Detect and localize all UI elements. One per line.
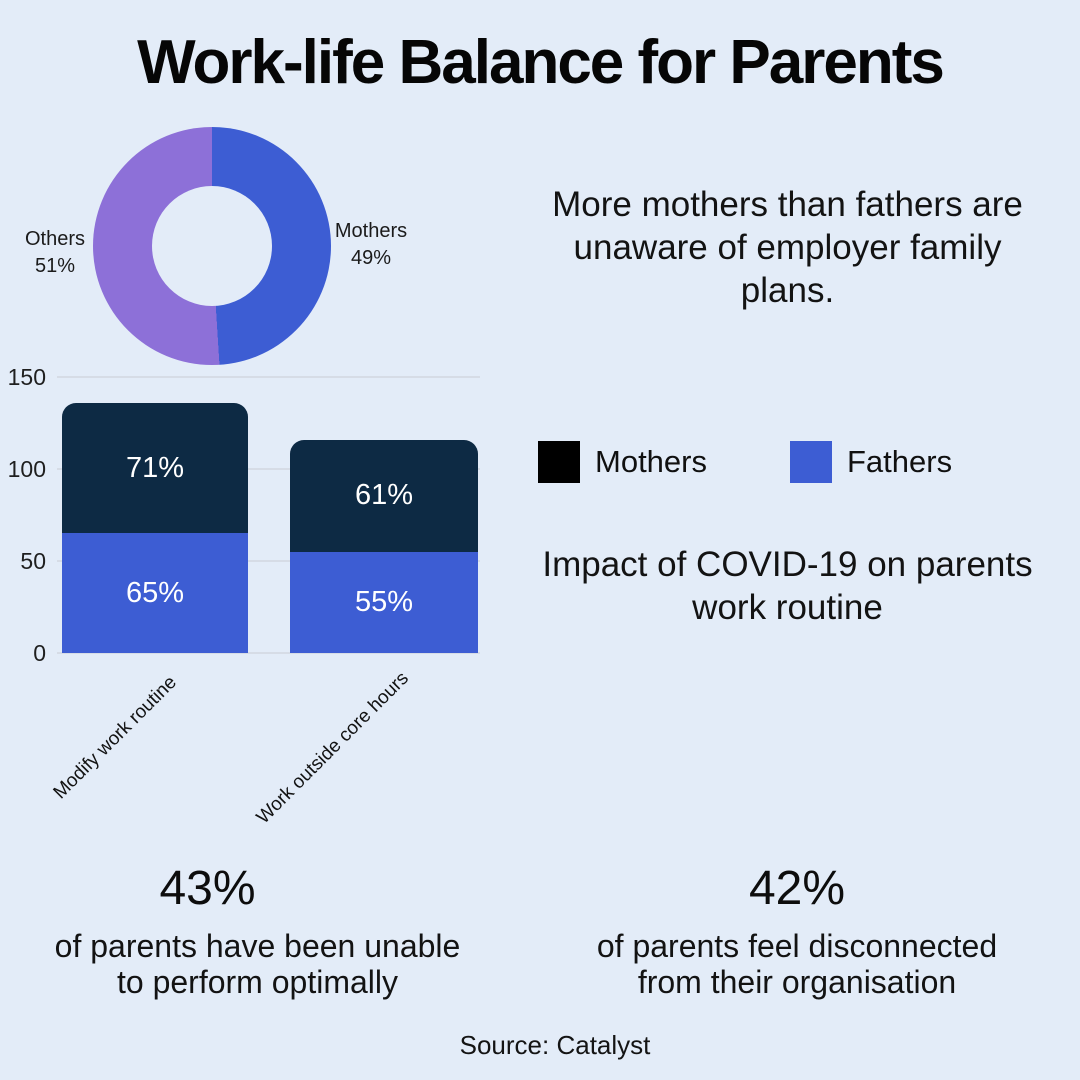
donut-label-mothers-value: 49% — [350, 247, 392, 269]
insight-awareness-text: More mothers than fathers are unaware of… — [505, 183, 1070, 312]
stat-unable-to-perform: 43% of parents have been unable to perfo… — [0, 862, 515, 1001]
donut-label-others: Others 51% — [0, 226, 110, 280]
donut-label-mothers-name: Mothers — [334, 220, 408, 242]
donut-hole — [152, 186, 272, 306]
gridline — [57, 652, 480, 654]
bar-value-label-fathers: 55% — [354, 585, 414, 618]
stat-right-value: 42% — [748, 862, 846, 915]
legend-item-fathers: Fathers — [790, 441, 952, 483]
stat-right-text: of parents feel disconnected from their … — [542, 928, 1052, 1000]
donut-label-mothers: Mothers 49% — [316, 218, 426, 272]
donut-chart — [93, 127, 331, 365]
gridline — [57, 468, 480, 470]
legend-label-mothers: Mothers — [595, 444, 707, 479]
bar-value-label-fathers: 65% — [125, 576, 185, 609]
bar-segment-mothers: 61% — [290, 439, 478, 552]
x-axis-label-modify-work-routine: Modify work routine — [49, 672, 181, 804]
page-title: Work-life Balance for Parents — [137, 28, 945, 97]
bar-modify-work-routine: 71% 65% — [62, 402, 248, 653]
legend-swatch-fathers — [790, 441, 832, 483]
source-text: Source: Catalyst — [459, 1030, 651, 1060]
y-tick-label: 150 — [7, 364, 46, 390]
stat-left-text: of parents have been unable to perform o… — [0, 928, 515, 1000]
bar-work-outside-core-hours: 61% 55% — [290, 439, 478, 653]
bar-value-label-mothers: 61% — [354, 479, 414, 512]
legend-swatch-mothers — [538, 441, 580, 483]
donut-label-others-value: 51% — [34, 255, 76, 277]
stat-right-line: of parents feel disconnected — [596, 928, 998, 964]
bar-value-label-mothers: 71% — [125, 451, 185, 484]
gridline — [57, 560, 480, 562]
legend-label-fathers: Fathers — [847, 444, 953, 479]
insight-awareness-line: More mothers than fathers are — [552, 185, 1023, 224]
bar-segment-fathers: 55% — [290, 551, 478, 653]
insight-covid-line: Impact of COVID-19 on parents — [542, 545, 1033, 584]
insight-awareness-line: plans. — [740, 271, 835, 310]
donut-label-others-name: Others — [24, 228, 86, 250]
stat-right-line: from their organisation — [637, 964, 957, 1000]
insight-awareness-line: unaware of employer family — [573, 228, 1002, 267]
insight-covid-line: work routine — [692, 588, 883, 627]
bar-segment-mothers: 71% — [62, 402, 248, 534]
stat-feel-disconnected: 42% of parents feel disconnected from th… — [542, 862, 1052, 1001]
y-tick-label: 100 — [7, 456, 46, 482]
y-tick-label: 0 — [33, 640, 46, 666]
stat-left-value: 43% — [159, 862, 256, 915]
stat-left-line: of parents have been unable — [54, 928, 461, 964]
gridline — [57, 376, 480, 378]
stat-left-line: to perform optimally — [117, 964, 398, 1000]
bar-segment-fathers: 65% — [62, 533, 248, 653]
y-tick-label: 50 — [20, 548, 46, 574]
insight-covid-text: Impact of COVID-19 on parents work routi… — [505, 543, 1070, 629]
legend-item-mothers: Mothers — [538, 441, 707, 483]
